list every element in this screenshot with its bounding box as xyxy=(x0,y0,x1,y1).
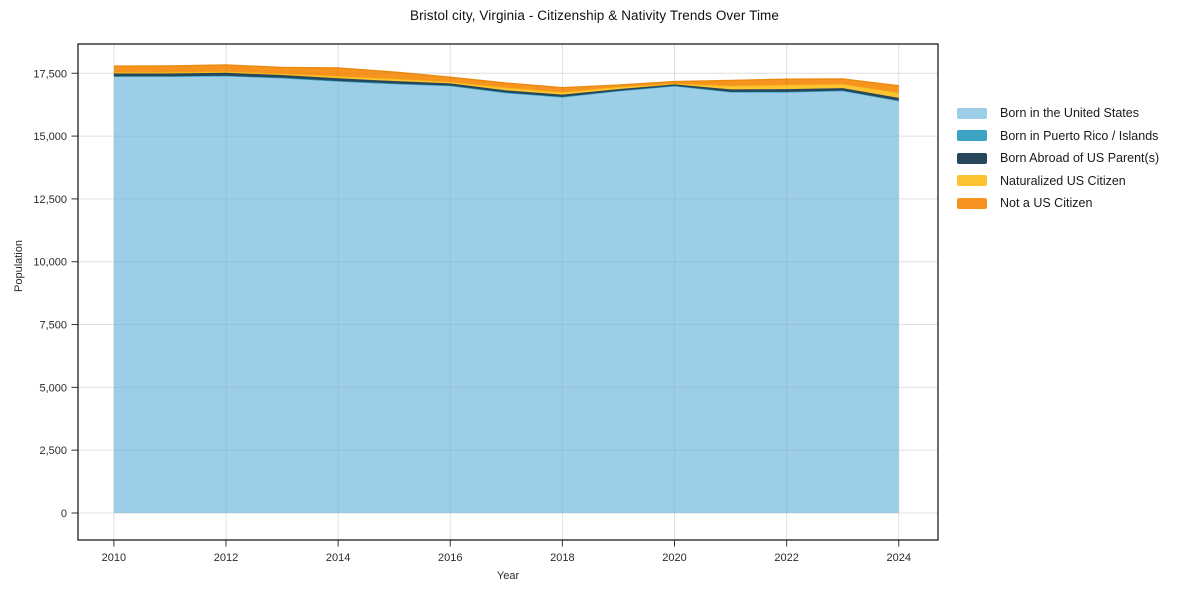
stacked-areas xyxy=(113,64,899,513)
legend-label: Born Abroad of US Parent(s) xyxy=(1000,151,1160,165)
legend-swatch xyxy=(957,107,987,119)
tick-label: 2014 xyxy=(326,552,350,564)
legend-label: Naturalized US Citizen xyxy=(1000,173,1126,188)
legend-swatch xyxy=(957,130,987,141)
tick-label: 2012 xyxy=(214,552,238,564)
legend-item: Naturalized US Citizen xyxy=(957,173,1159,188)
plot-border xyxy=(77,43,939,541)
x-axis-title: Year xyxy=(496,570,520,582)
legend: Born in the United States Born in Puerto … xyxy=(957,106,1160,210)
area-band xyxy=(113,72,899,101)
area-edge xyxy=(113,64,899,89)
area-band xyxy=(113,64,899,93)
legend-label: Born in Puerto Rico / Islands xyxy=(1000,128,1159,143)
tick-label: 12,500 xyxy=(33,194,67,206)
tick-label: 2024 xyxy=(887,552,911,564)
chart-title: Bristol city, Virginia - Citizenship & N… xyxy=(409,8,779,23)
tick-label: 15,000 xyxy=(33,131,67,143)
legend-swatch xyxy=(957,175,987,186)
legend-label: Born in the United States xyxy=(1000,106,1139,120)
axis-ticks xyxy=(71,72,900,547)
tick-labels: 0 2,500 5,000 7,500 10,000 12,500 15,000 17,500… xyxy=(33,68,911,564)
legend-swatch xyxy=(957,152,987,164)
tick-label: 10,000 xyxy=(33,257,67,269)
tick-label: 2,500 xyxy=(39,445,67,457)
tick-label: 2016 xyxy=(438,552,462,564)
area-band xyxy=(113,76,899,513)
legend-item: Born in Puerto Rico / Islands xyxy=(957,128,1159,143)
legend-swatch xyxy=(957,197,987,209)
tick-label: 5,000 xyxy=(39,382,67,394)
legend-item: Not a US Citizen xyxy=(957,196,1159,210)
tick-label: 2010 xyxy=(102,552,126,564)
tick-label: 2020 xyxy=(662,552,686,564)
legend-item: Born in the United States xyxy=(957,106,1159,120)
legend-label: Not a US Citizen xyxy=(1000,196,1093,210)
legend-item: Born Abroad of US Parent(s) xyxy=(957,151,1160,165)
tick-label: 0 xyxy=(61,508,67,520)
tick-label: 2018 xyxy=(550,552,574,564)
tick-label: 17,500 xyxy=(33,68,67,80)
gridlines-overlay xyxy=(78,44,938,540)
tick-label: 2022 xyxy=(774,552,798,564)
tick-label: 7,500 xyxy=(39,320,67,332)
